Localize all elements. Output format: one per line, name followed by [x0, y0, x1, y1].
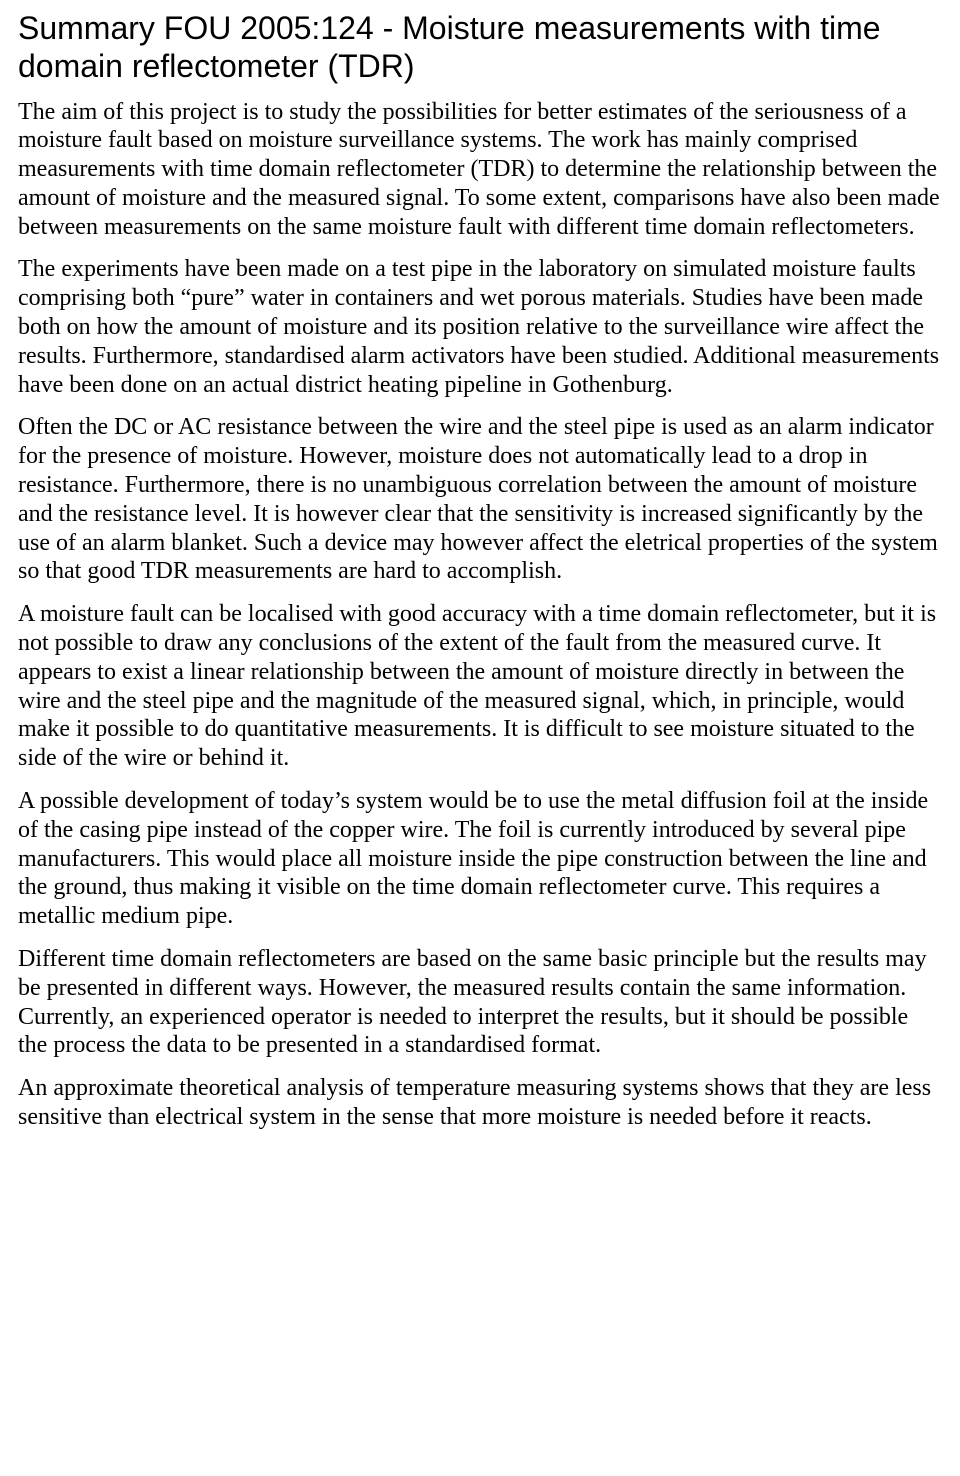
body-paragraph: A moisture fault can be localised with g…: [18, 600, 942, 773]
body-paragraph: The aim of this project is to study the …: [18, 98, 942, 242]
body-paragraph: A possible development of today’s system…: [18, 787, 942, 931]
document-title: Summary FOU 2005:124 - Moisture measurem…: [18, 10, 942, 86]
body-paragraph: An approximate theoretical analysis of t…: [18, 1074, 942, 1132]
body-paragraph: Different time domain reflectometers are…: [18, 945, 942, 1060]
body-paragraph: The experiments have been made on a test…: [18, 255, 942, 399]
body-paragraph: Often the DC or AC resistance between th…: [18, 413, 942, 586]
